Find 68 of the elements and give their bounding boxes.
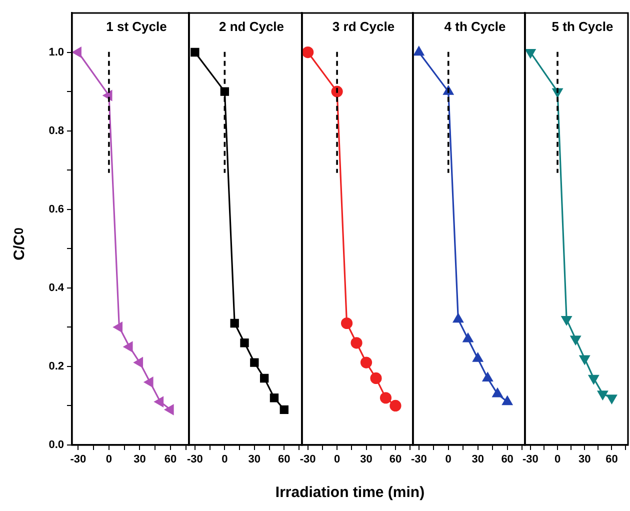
x-tick-label: 0 <box>222 454 228 466</box>
y-tick-label: 0.4 <box>48 282 65 294</box>
x-tick-label: 0 <box>106 454 112 466</box>
x-tick-label: -30 <box>70 454 86 466</box>
point <box>340 317 353 330</box>
text: 2 nd Cycle <box>218 19 284 34</box>
point <box>113 322 123 332</box>
point <box>260 374 269 383</box>
y-tick-label: 1.0 <box>48 46 64 58</box>
x-tick-label: 30 <box>472 454 484 466</box>
point <box>134 357 144 368</box>
point <box>414 46 424 56</box>
y-tick-label: 0.2 <box>48 360 64 372</box>
point <box>280 405 288 414</box>
point <box>144 377 154 388</box>
x-tick-label: 60 <box>278 454 290 466</box>
point <box>561 316 572 326</box>
point <box>492 388 503 398</box>
x-tick-label: 60 <box>606 454 618 466</box>
point <box>390 400 402 412</box>
point <box>240 338 249 348</box>
x-axis-title: Irradiation time (min) <box>274 484 426 501</box>
point <box>230 318 239 328</box>
point <box>350 337 362 349</box>
point <box>482 372 493 382</box>
text: 1 st Cycle <box>106 19 167 34</box>
point <box>502 396 512 406</box>
y-tick-label: 0.8 <box>48 124 64 137</box>
point <box>124 342 133 352</box>
text: 4 th Cycle <box>444 19 506 34</box>
x-tick-label: 30 <box>578 454 591 466</box>
x-tick-label: -30 <box>300 454 316 466</box>
point <box>472 352 483 362</box>
x-tick-label: 30 <box>248 454 261 466</box>
point <box>250 358 259 367</box>
point <box>164 404 174 415</box>
point <box>380 392 392 404</box>
x-tick-label: 30 <box>360 454 372 466</box>
x-tick-label: -30 <box>522 454 538 466</box>
x-tick-label: -30 <box>186 454 203 466</box>
point <box>462 333 474 342</box>
x-tick-label: -30 <box>410 454 427 466</box>
point <box>453 314 464 323</box>
point <box>190 48 200 57</box>
x-tick-label: 60 <box>501 454 514 466</box>
point <box>302 46 314 58</box>
x-tick-label: 30 <box>134 454 146 466</box>
point <box>588 374 599 384</box>
x-tick-label: 0 <box>334 454 340 466</box>
text: 5 th Cycle <box>552 19 614 34</box>
point <box>570 336 581 345</box>
x-tick-label: 0 <box>554 454 561 466</box>
point <box>370 372 382 384</box>
text: 3 rd Cycle <box>332 19 395 34</box>
point <box>72 47 82 58</box>
y-tick-label: 0.0 <box>48 439 64 452</box>
point <box>270 394 279 402</box>
x-tick-label: 60 <box>164 454 177 466</box>
point <box>580 355 590 364</box>
x-tick-label: 60 <box>389 454 402 466</box>
point <box>220 87 230 96</box>
x-tick-label: 0 <box>445 454 452 466</box>
point <box>154 396 164 407</box>
point <box>525 48 536 58</box>
point <box>606 394 617 404</box>
point <box>360 356 372 368</box>
point <box>598 390 608 400</box>
y-tick-label: 0.6 <box>48 203 64 216</box>
